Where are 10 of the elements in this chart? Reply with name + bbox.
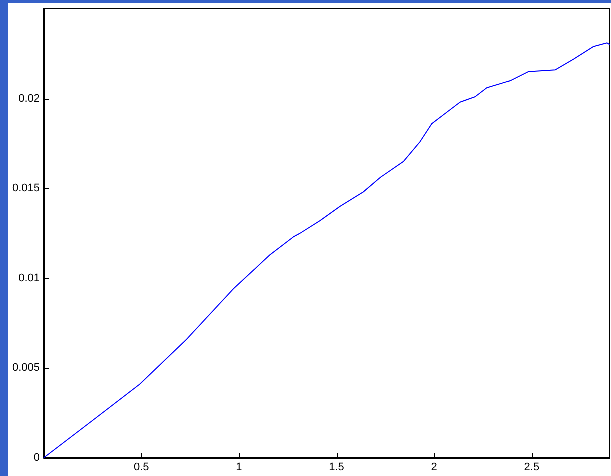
y-tick-label: 0.02	[18, 92, 40, 105]
x-tick-label: 1	[236, 462, 242, 474]
y-tick-label: 0.01	[18, 272, 40, 284]
x-tick-label: 0.5	[134, 462, 150, 474]
x-tick-label: 2.5	[524, 462, 540, 474]
x-tick-label: 2	[431, 462, 438, 474]
x-tick-label: 1.5	[329, 462, 344, 474]
y-tick-label: 0.005	[12, 362, 40, 374]
y-tick-label: 0.015	[12, 182, 40, 195]
y-tick-label: 0	[34, 452, 40, 464]
